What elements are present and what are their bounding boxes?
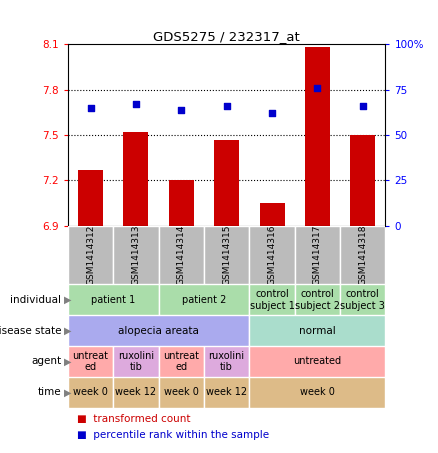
Text: control
subject 1: control subject 1: [250, 289, 294, 311]
Point: [178, 106, 185, 113]
Text: week 0: week 0: [300, 387, 335, 397]
Point: [132, 101, 139, 108]
Text: GSM1414315: GSM1414315: [222, 225, 231, 285]
Bar: [340, 226, 385, 284]
Bar: [68, 346, 113, 377]
Bar: [113, 377, 159, 408]
Text: untreat
ed: untreat ed: [163, 351, 199, 372]
Bar: [159, 346, 204, 377]
Bar: [113, 346, 159, 377]
Bar: [249, 346, 385, 377]
Bar: [249, 226, 295, 284]
Text: ruxolini
tib: ruxolini tib: [208, 351, 245, 372]
Bar: [159, 226, 204, 284]
Bar: [124, 132, 148, 226]
Text: ▶: ▶: [64, 326, 72, 336]
Bar: [159, 284, 249, 315]
Text: GSM1414313: GSM1414313: [131, 225, 141, 285]
Text: agent: agent: [31, 357, 61, 366]
Text: ruxolini
tib: ruxolini tib: [118, 351, 154, 372]
Bar: [113, 226, 159, 284]
Text: untreat
ed: untreat ed: [73, 351, 109, 372]
Bar: [305, 48, 330, 226]
Text: individual: individual: [11, 295, 61, 305]
Bar: [295, 226, 340, 284]
Bar: [204, 226, 249, 284]
Bar: [68, 315, 249, 346]
Point: [359, 102, 366, 110]
Text: week 0: week 0: [73, 387, 108, 397]
Text: control
subject 3: control subject 3: [340, 289, 385, 311]
Text: GSM1414314: GSM1414314: [177, 225, 186, 285]
Bar: [249, 377, 385, 408]
Bar: [78, 170, 103, 226]
Bar: [340, 284, 385, 315]
Bar: [68, 284, 159, 315]
Bar: [260, 203, 285, 226]
Text: disease state: disease state: [0, 326, 61, 336]
Text: GSM1414312: GSM1414312: [86, 225, 95, 285]
Bar: [68, 377, 113, 408]
Text: normal: normal: [299, 326, 336, 336]
Text: patient 1: patient 1: [91, 295, 135, 305]
Text: ▶: ▶: [64, 295, 72, 305]
Text: ■  percentile rank within the sample: ■ percentile rank within the sample: [77, 430, 269, 440]
Text: ▶: ▶: [64, 387, 72, 397]
Bar: [249, 315, 385, 346]
Bar: [214, 140, 239, 226]
Text: patient 2: patient 2: [182, 295, 226, 305]
Text: time: time: [38, 387, 61, 397]
Bar: [204, 377, 249, 408]
Bar: [68, 226, 113, 284]
Point: [87, 104, 94, 111]
Bar: [249, 284, 295, 315]
Title: GDS5275 / 232317_at: GDS5275 / 232317_at: [153, 30, 300, 43]
Text: week 12: week 12: [115, 387, 156, 397]
Point: [268, 110, 276, 117]
Text: control
subject 2: control subject 2: [295, 289, 340, 311]
Text: GSM1414318: GSM1414318: [358, 225, 367, 285]
Bar: [350, 135, 375, 226]
Text: GSM1414316: GSM1414316: [268, 225, 276, 285]
Point: [223, 102, 230, 110]
Text: alopecia areata: alopecia areata: [118, 326, 199, 336]
Text: ■  transformed count: ■ transformed count: [77, 414, 190, 424]
Point: [314, 84, 321, 92]
Bar: [159, 377, 204, 408]
Text: week 0: week 0: [164, 387, 199, 397]
Text: GSM1414317: GSM1414317: [313, 225, 322, 285]
Bar: [295, 284, 340, 315]
Text: ▶: ▶: [64, 357, 72, 366]
Bar: [169, 180, 194, 226]
Text: week 12: week 12: [206, 387, 247, 397]
Bar: [204, 346, 249, 377]
Text: untreated: untreated: [293, 357, 342, 366]
